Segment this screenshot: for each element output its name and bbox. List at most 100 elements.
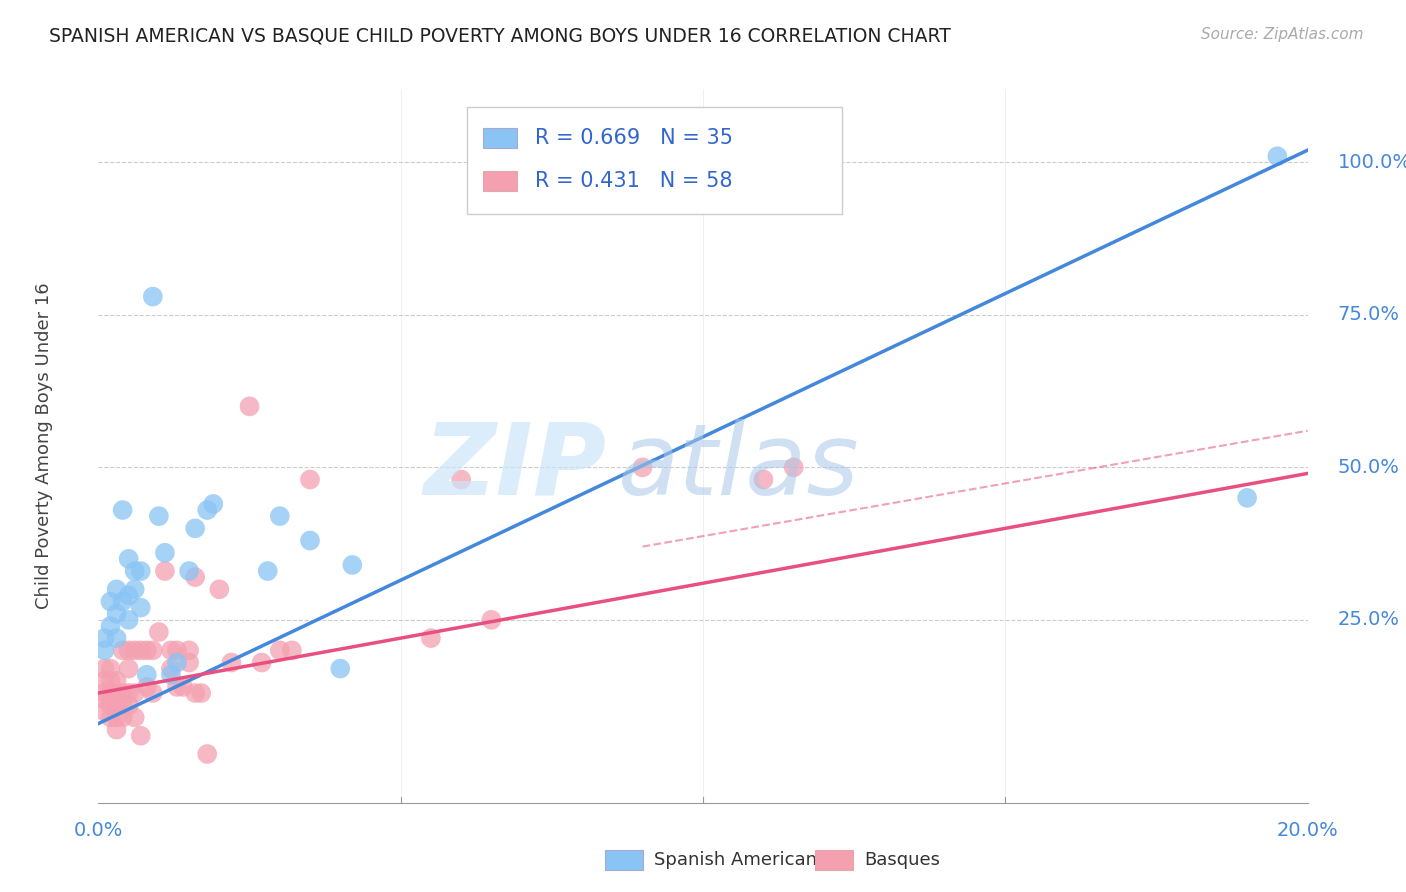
Point <box>221 656 243 670</box>
Point <box>419 631 441 645</box>
Point <box>782 460 804 475</box>
Point <box>142 686 165 700</box>
Point <box>153 546 176 560</box>
Text: atlas: atlas <box>619 419 860 516</box>
Text: 100.0%: 100.0% <box>1337 153 1406 172</box>
Point <box>172 680 194 694</box>
Point <box>195 503 218 517</box>
Text: Basques: Basques <box>865 851 941 869</box>
Point <box>195 747 218 761</box>
Point <box>135 680 157 694</box>
Point <box>752 473 775 487</box>
Text: R = 0.669   N = 35: R = 0.669 N = 35 <box>534 128 733 148</box>
Point <box>142 643 165 657</box>
Point <box>124 582 146 597</box>
Point <box>93 631 115 645</box>
Point <box>190 686 212 700</box>
Text: R = 0.431   N = 58: R = 0.431 N = 58 <box>534 170 733 191</box>
Point <box>153 564 176 578</box>
Point <box>100 686 122 700</box>
Point <box>160 667 183 681</box>
Point <box>1236 491 1258 505</box>
Point <box>105 607 128 621</box>
Point <box>450 473 472 487</box>
Point <box>100 710 122 724</box>
Point <box>523 161 546 176</box>
Point <box>118 662 141 676</box>
Point <box>239 400 262 414</box>
Point <box>118 613 141 627</box>
Point <box>281 643 304 657</box>
Point <box>111 710 134 724</box>
Point <box>184 686 207 700</box>
Text: Spanish Americans: Spanish Americans <box>654 851 827 869</box>
Point <box>135 667 157 681</box>
Point <box>329 662 352 676</box>
Point <box>105 698 128 713</box>
Point <box>177 564 201 578</box>
Text: Child Poverty Among Boys Under 16: Child Poverty Among Boys Under 16 <box>35 283 53 609</box>
Point <box>118 698 141 713</box>
Point <box>124 710 146 724</box>
Point <box>160 662 183 676</box>
Point <box>100 673 122 688</box>
Point <box>111 503 134 517</box>
Point <box>93 704 115 718</box>
Point <box>256 564 278 578</box>
Point <box>299 533 322 548</box>
Point <box>118 589 141 603</box>
Point <box>142 289 165 303</box>
Point <box>631 460 654 475</box>
Point <box>129 600 152 615</box>
Point <box>111 643 134 657</box>
Point <box>250 656 273 670</box>
Point <box>93 643 115 657</box>
Point <box>105 631 128 645</box>
Point <box>184 521 207 535</box>
Point <box>93 692 115 706</box>
Point <box>105 686 128 700</box>
Text: Source: ZipAtlas.com: Source: ZipAtlas.com <box>1201 27 1364 42</box>
Point <box>160 643 183 657</box>
Point <box>100 594 122 608</box>
Text: 0.0%: 0.0% <box>73 822 124 840</box>
Point <box>105 710 128 724</box>
Text: SPANISH AMERICAN VS BASQUE CHILD POVERTY AMONG BOYS UNDER 16 CORRELATION CHART: SPANISH AMERICAN VS BASQUE CHILD POVERTY… <box>49 27 950 45</box>
Point <box>177 656 201 670</box>
Point <box>124 686 146 700</box>
Point <box>299 473 322 487</box>
Point <box>129 729 152 743</box>
Text: 50.0%: 50.0% <box>1337 458 1400 477</box>
Point <box>166 643 188 657</box>
Text: 20.0%: 20.0% <box>1277 822 1339 840</box>
Point <box>166 656 188 670</box>
Point <box>118 643 141 657</box>
Point <box>208 582 231 597</box>
Point <box>105 582 128 597</box>
Point <box>118 686 141 700</box>
Point <box>93 673 115 688</box>
Point <box>1265 149 1288 163</box>
Point <box>269 643 291 657</box>
Text: 75.0%: 75.0% <box>1337 305 1400 325</box>
Point <box>481 613 503 627</box>
Point <box>100 698 122 713</box>
Point <box>148 625 170 640</box>
Point <box>111 698 134 713</box>
Point <box>105 723 128 737</box>
Point <box>148 509 170 524</box>
Point <box>342 558 364 572</box>
Bar <box>482 170 517 191</box>
Point <box>93 662 115 676</box>
Point <box>202 497 225 511</box>
Point <box>111 594 134 608</box>
Point <box>129 643 152 657</box>
Bar <box>482 128 517 148</box>
Point <box>124 643 146 657</box>
Point <box>184 570 207 584</box>
Point <box>540 174 562 188</box>
Text: 25.0%: 25.0% <box>1337 610 1400 630</box>
Point <box>124 564 146 578</box>
Point <box>177 643 201 657</box>
Point <box>105 673 128 688</box>
